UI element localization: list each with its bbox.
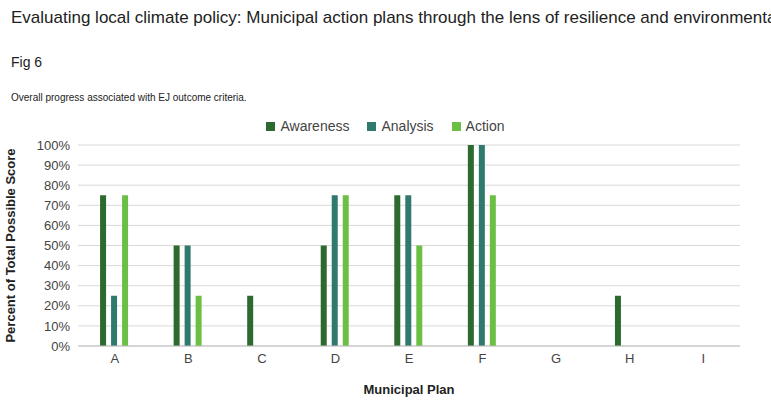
svg-text:Municipal Plan: Municipal Plan bbox=[363, 382, 454, 397]
svg-text:100%: 100% bbox=[37, 138, 71, 153]
svg-text:E: E bbox=[405, 351, 414, 366]
svg-text:10%: 10% bbox=[44, 319, 70, 334]
svg-text:D: D bbox=[331, 351, 340, 366]
svg-text:90%: 90% bbox=[44, 158, 70, 173]
html-text:Fig 6: Fig 6 bbox=[11, 54, 43, 70]
svg-text:I: I bbox=[701, 351, 705, 366]
svg-text:A: A bbox=[110, 351, 119, 366]
svg-text:0%: 0% bbox=[51, 339, 70, 354]
svg-text:C: C bbox=[257, 351, 266, 366]
svg-text:20%: 20% bbox=[44, 298, 70, 313]
svg-text:40%: 40% bbox=[44, 258, 70, 273]
svg-text:G: G bbox=[551, 351, 561, 366]
svg-text:B: B bbox=[184, 351, 193, 366]
svg-text:Percent of Total Possible Scor: Percent of Total Possible Score bbox=[8, 148, 18, 342]
html-text:Awareness: Awareness bbox=[280, 118, 350, 134]
svg-text:F: F bbox=[479, 351, 487, 366]
svg-text:60%: 60% bbox=[44, 218, 70, 233]
svg-text:50%: 50% bbox=[44, 238, 70, 253]
svg-text:70%: 70% bbox=[44, 198, 70, 213]
html-text:Action: Action bbox=[465, 118, 505, 134]
svg-text:80%: 80% bbox=[44, 178, 70, 193]
html-text:Overall progress associated wi: Overall progress associated with EJ outc… bbox=[11, 92, 247, 103]
svg-text:30%: 30% bbox=[44, 278, 70, 293]
html-text:Analysis: Analysis bbox=[381, 118, 434, 134]
svg-text:H: H bbox=[625, 351, 634, 366]
